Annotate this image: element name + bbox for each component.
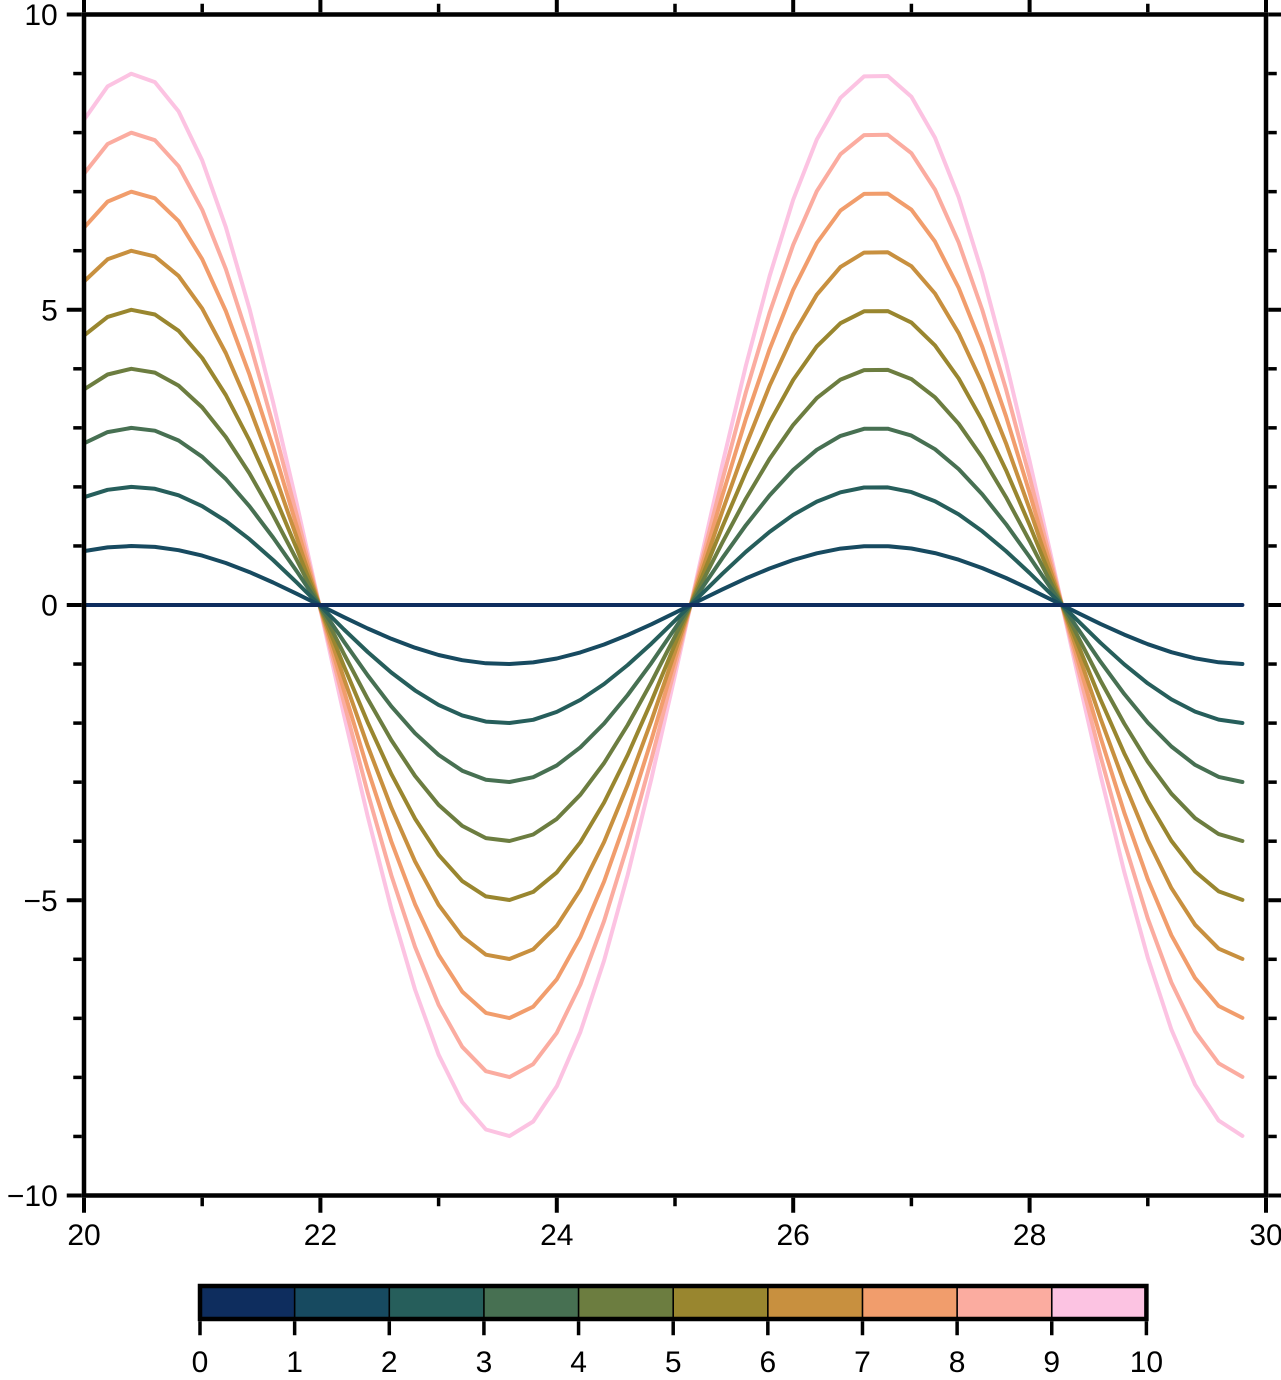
colorbar-segment-4 — [578, 1286, 674, 1319]
colorbar-tick-label: 2 — [381, 1346, 398, 1375]
x-axis-tick-label: 26 — [777, 1219, 810, 1252]
x-axis-tick-label: 20 — [67, 1219, 100, 1252]
colorbar-frame — [197, 1283, 1149, 1322]
y-axis-tick-label: 0 — [41, 590, 58, 623]
sine-curve-amplitude-5 — [82, 307, 1245, 902]
colorbar-tick-label: 10 — [1130, 1346, 1163, 1375]
colorbar-tick-label: 9 — [1043, 1346, 1060, 1375]
colorbar-tick-label: 5 — [665, 1346, 682, 1375]
plot-frame — [81, 12, 1269, 1198]
colorbar-tick-label: 7 — [854, 1346, 871, 1375]
colorbar-tick-label: 4 — [570, 1346, 587, 1375]
sine-curve-amplitude-6 — [82, 248, 1245, 961]
colorbar-tick-label: 8 — [949, 1346, 966, 1375]
colorbar-tick-label: 0 — [192, 1346, 209, 1375]
colorbar-segment-9 — [1051, 1286, 1147, 1319]
colorbar-tick-label: 6 — [759, 1346, 776, 1375]
colorbar-segment-7 — [862, 1286, 958, 1319]
y-axis-tick-label: −10 — [7, 1180, 58, 1213]
colorbar-segment-1 — [294, 1286, 390, 1319]
sine-curve-amplitude-2 — [82, 484, 1245, 725]
colorbar-tick-label: 1 — [286, 1346, 303, 1375]
x-axis-tick-label: 30 — [1249, 1219, 1281, 1252]
x-axis-tick-label: 22 — [304, 1219, 337, 1252]
x-axis-tick-label: 24 — [540, 1219, 573, 1252]
sine-curve-amplitude-4 — [82, 366, 1245, 843]
colorbar-segment-6 — [767, 1286, 863, 1319]
colorbar-segment-0 — [200, 1286, 295, 1319]
colorbar-segment-3 — [483, 1286, 579, 1319]
sine-curve-amplitude-1 — [82, 544, 1245, 666]
colorbar-segment-2 — [389, 1286, 484, 1319]
y-axis-tick-label: 5 — [41, 294, 58, 327]
sine-curve-amplitude-3 — [82, 425, 1245, 784]
colorbar-tick-label: 3 — [476, 1346, 493, 1375]
y-axis-tick-label: −5 — [24, 885, 58, 918]
colorbar-segment-5 — [673, 1286, 768, 1319]
sine-curve-amplitude-7 — [82, 189, 1245, 1021]
colorbar-segment-8 — [957, 1286, 1052, 1319]
y-axis-tick-label: 10 — [24, 0, 57, 32]
x-axis-tick-label: 28 — [1013, 1219, 1046, 1252]
